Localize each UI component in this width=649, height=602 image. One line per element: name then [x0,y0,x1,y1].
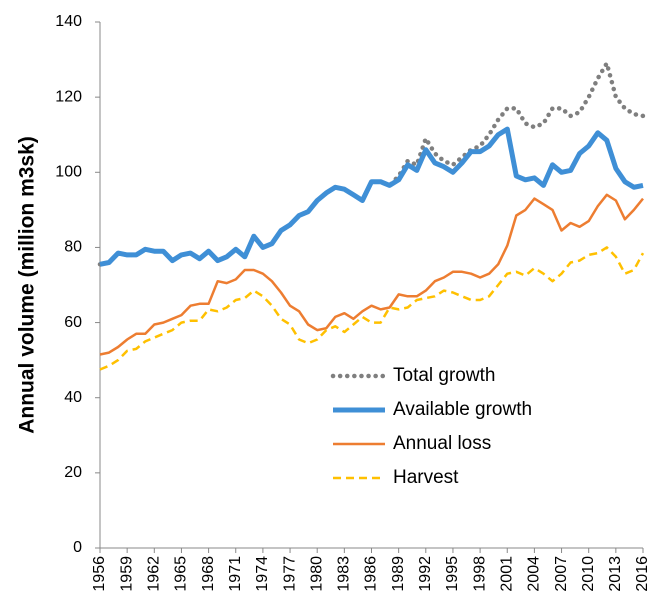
x-tick-label: 1959 [118,556,135,592]
legend-label: Available growth [393,399,532,420]
y-tick-label: 40 [64,389,82,406]
y-tick-label: 120 [55,88,82,105]
y-tick-label: 60 [64,314,82,331]
series-line [97,61,646,267]
x-tick-label: 1998 [471,556,488,592]
x-tick-label: 2007 [553,556,570,592]
series-line [99,246,645,371]
x-tick-label: 1968 [200,556,217,592]
y-tick-label: 140 [55,13,82,30]
series-line [99,126,644,267]
x-tick-label: 1962 [146,556,163,592]
x-tick-label: 2016 [634,556,649,592]
x-tick-label: 1995 [444,556,461,592]
x-tick-label: 2013 [607,556,624,592]
x-tick-label: 1986 [363,556,380,592]
x-tick-label: 1977 [281,556,298,592]
x-tick-label: 2004 [526,556,543,592]
legend-label: Annual loss [393,433,491,454]
x-tick-label: 1971 [227,556,244,592]
x-tick-label: 1989 [390,556,407,592]
legend-label: Total growth [393,365,495,386]
x-tick-label: 1965 [173,556,190,592]
x-tick-label: 2010 [580,556,597,592]
y-tick-label: 100 [55,164,82,181]
legend-label: Harvest [393,467,459,488]
x-tick-label: 1974 [254,556,271,592]
x-tick-label: 1956 [91,556,108,592]
x-tick-label: 1983 [336,556,353,592]
y-axis-title: Annual volume (million m3sk) [16,136,39,434]
x-tick-label: 1980 [308,556,325,592]
y-tick-label: 0 [73,539,82,556]
series-line [99,193,644,356]
x-tick-label: 2001 [498,556,515,592]
y-tick-label: 20 [64,464,82,481]
x-tick-label: 1992 [417,556,434,592]
y-tick-label: 80 [64,239,82,256]
